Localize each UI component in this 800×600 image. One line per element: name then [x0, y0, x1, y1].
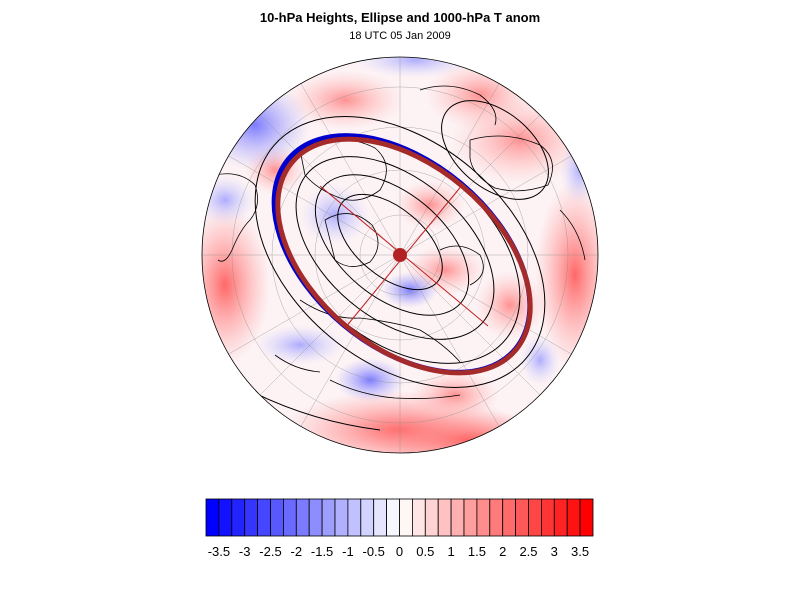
- colorbar-tick-label: -3: [239, 544, 251, 559]
- colorbar-tick-label: -1.5: [311, 544, 333, 559]
- colorbar-box: [295, 498, 310, 537]
- colorbar-box: [218, 498, 233, 537]
- colorbar-box: [553, 498, 568, 537]
- chart-subtitle: 18 UTC 05 Jan 2009: [349, 30, 451, 42]
- coastlines: [214, 85, 586, 399]
- colorbar-box: [373, 498, 388, 537]
- colorbar-tick-label: 2: [499, 544, 506, 559]
- colorbar-tick-label: 0.5: [416, 544, 434, 559]
- colorbar-tick-label: 3.5: [571, 544, 589, 559]
- chart-title: 10-hPa Heights, Ellipse and 1000-hPa T a…: [259, 10, 541, 25]
- colorbar-tick-label: -1: [342, 544, 354, 559]
- colorbar-box: [386, 498, 400, 537]
- polar-map: [201, 56, 599, 454]
- colorbar-tick-label: 1: [447, 544, 454, 559]
- colorbar-tick-label: -2: [291, 544, 303, 559]
- colorbar-box: [347, 498, 362, 537]
- colorbar-box: [282, 498, 297, 537]
- colorbar-box: [270, 498, 284, 537]
- vortex-centroid-marker: [393, 248, 407, 262]
- colorbar-box: [424, 498, 439, 537]
- colorbar-box: [463, 498, 478, 537]
- colorbar-box: [257, 498, 271, 537]
- colorbar-box: [399, 498, 413, 537]
- colorbar-tick-label: 0: [396, 544, 403, 559]
- colorbar-box: [515, 498, 529, 537]
- colorbar-box: [360, 498, 375, 537]
- colorbar-labels: -3.5 -3 -2.5 -2 -1.5 -1 -0.5 0 0.5 1 1.5 2 2.5 3 3.5: [208, 544, 589, 559]
- colorbar-box: [308, 498, 323, 537]
- colorbar-box: [566, 498, 581, 537]
- vortex-ellipse-red: [275, 136, 533, 376]
- colorbar-box: [231, 498, 246, 537]
- colorbar-box: [489, 498, 504, 537]
- globe-outline: [201, 56, 599, 454]
- colorbar-box: [541, 498, 555, 537]
- colorbar-boxes: [205, 498, 594, 537]
- colorbar-tick-label: 1.5: [468, 544, 486, 559]
- colorbar-box: [450, 498, 465, 537]
- colorbar-box: [321, 498, 336, 537]
- colorbar-box: [411, 498, 426, 537]
- colorbar-tick-label: 3: [551, 544, 558, 559]
- colorbar-tick-label: -3.5: [208, 544, 230, 559]
- colorbar-tick-label: 2.5: [519, 544, 537, 559]
- colorbar-box: [579, 498, 594, 537]
- colorbar-tick-label: -0.5: [362, 544, 384, 559]
- colorbar-box: [334, 498, 349, 537]
- colorbar-box: [528, 498, 542, 537]
- temperature-anomaly-field: [202, 57, 598, 453]
- colorbar-box: [205, 498, 220, 537]
- colorbar-box: [437, 498, 452, 537]
- colorbar-box: [476, 498, 491, 537]
- colorbar-box: [502, 498, 517, 537]
- colorbar-box: [244, 498, 258, 537]
- colorbar-tick-label: -2.5: [259, 544, 281, 559]
